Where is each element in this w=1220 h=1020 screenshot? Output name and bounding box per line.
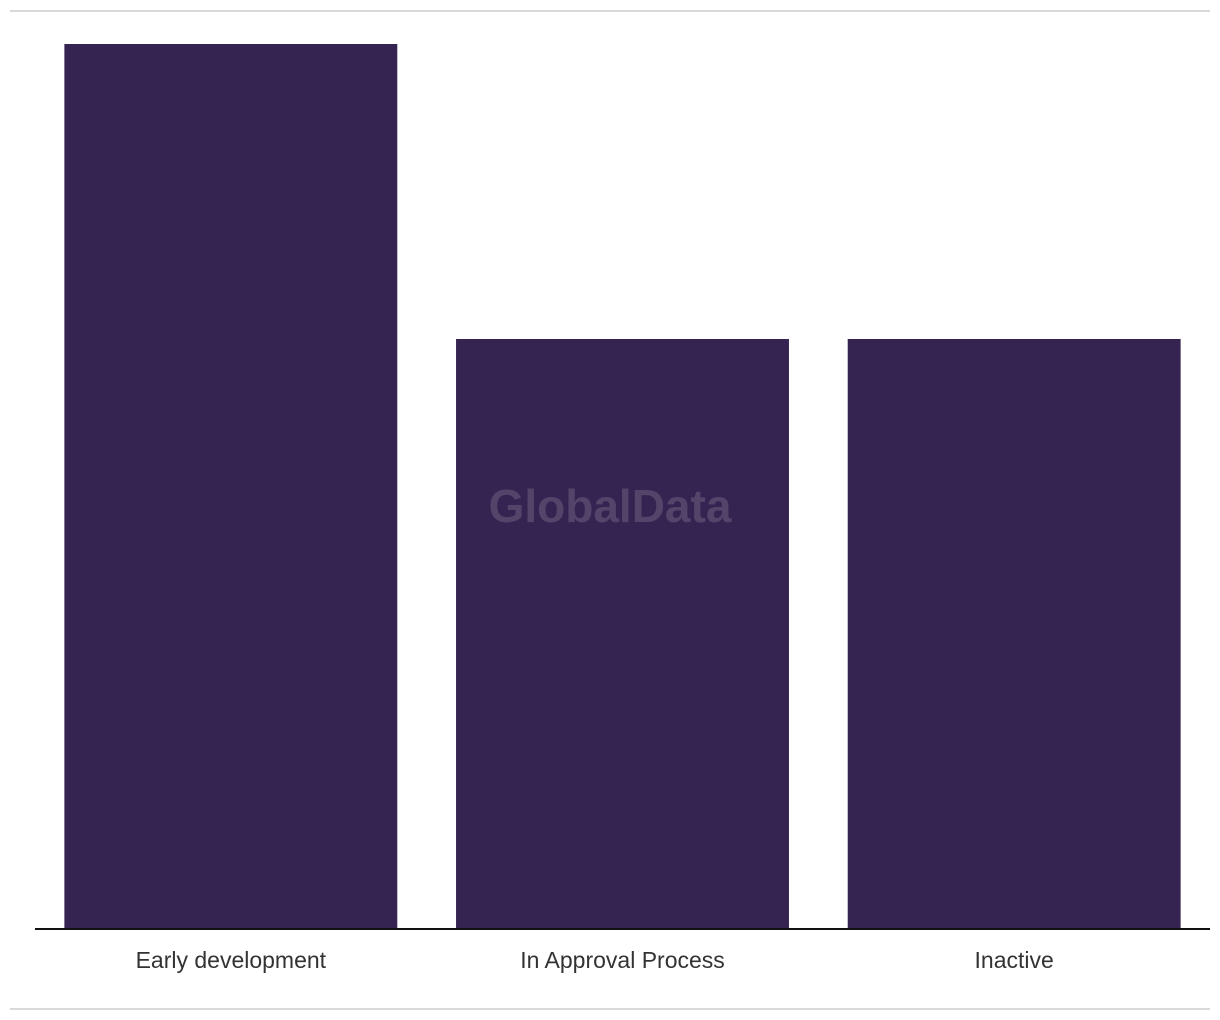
bars [64,44,1181,929]
bar [456,339,789,929]
x-tick-label: Inactive [975,947,1054,973]
x-tick-label: Early development [136,947,327,973]
watermark: GlobalData [489,480,732,532]
x-tick-label: In Approval Process [520,947,725,973]
bar [64,44,398,929]
bar [847,339,1181,929]
